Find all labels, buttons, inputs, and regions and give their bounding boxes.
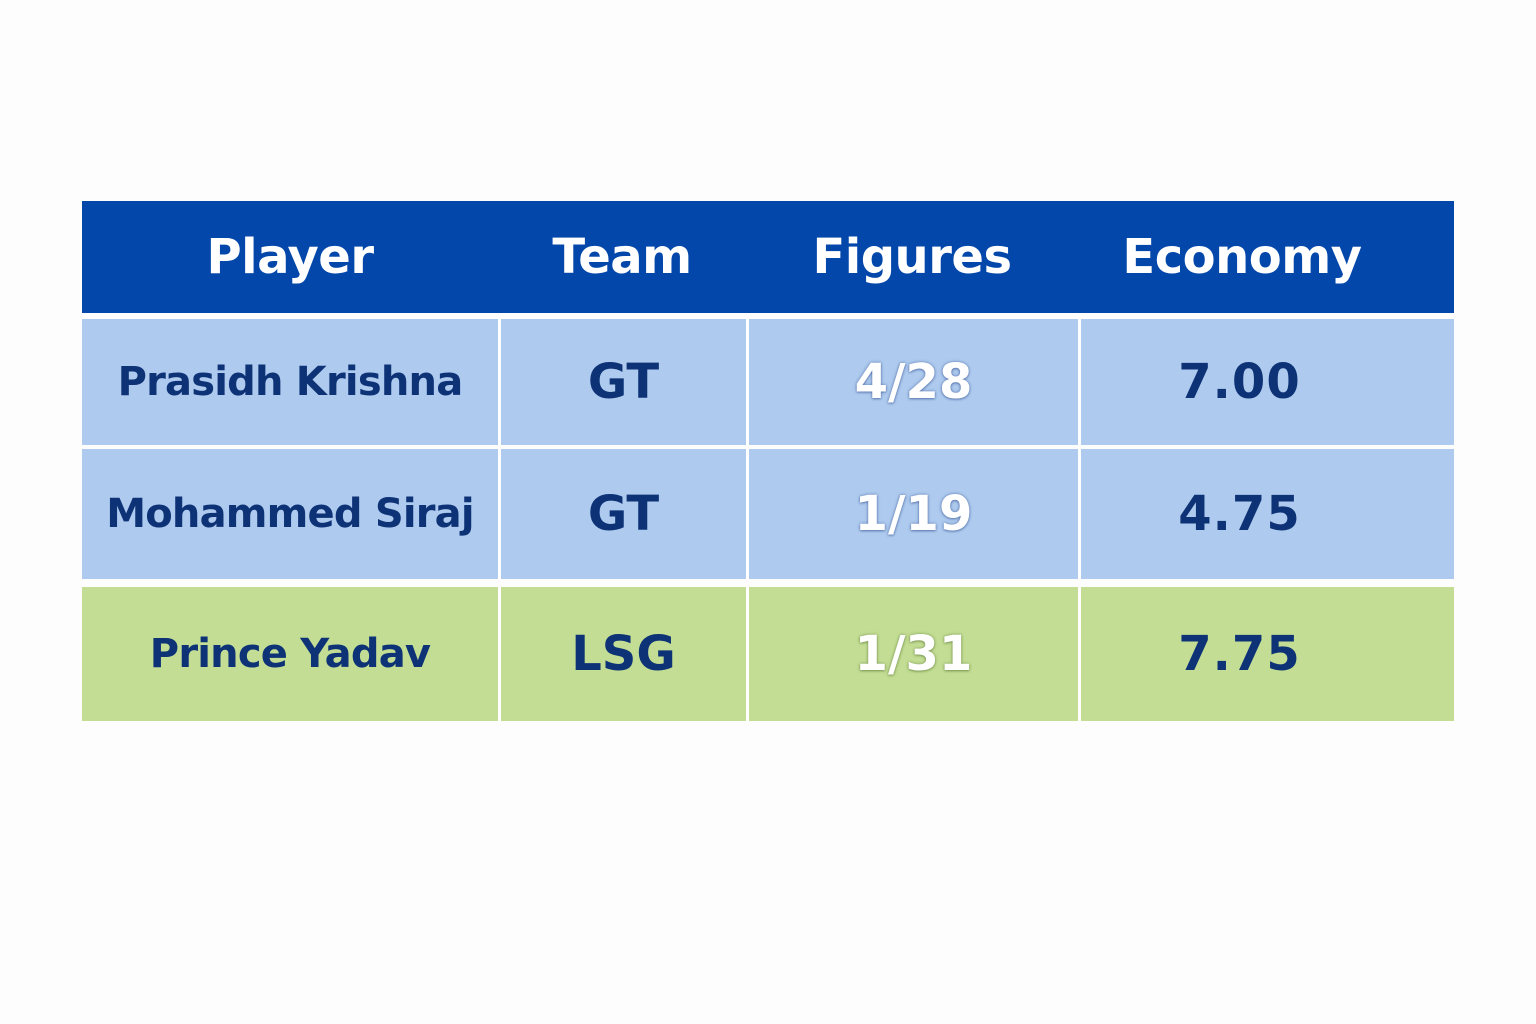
economy-cell: 7.00	[1078, 319, 1454, 445]
header-divider	[82, 313, 1454, 319]
header-player: Player	[206, 229, 374, 285]
team-cell: GT	[498, 449, 746, 579]
header-team: Team	[552, 229, 692, 285]
team-cell: GT	[498, 319, 746, 445]
table-header-row: Player Team Figures Economy	[82, 201, 1454, 313]
table-row: Mohammed Siraj GT 1/19 4.75	[82, 449, 1454, 579]
figures-cell: 1/31	[746, 587, 1078, 721]
header-figures: Figures	[812, 229, 1012, 285]
table-row: Prasidh Krishna GT 4/28 7.00	[82, 319, 1454, 445]
figures-cell: 1/19	[746, 449, 1078, 579]
economy-cell: 4.75	[1078, 449, 1454, 579]
team-cell: LSG	[498, 587, 746, 721]
economy-value: 7.75	[1178, 626, 1301, 682]
player-cell: Prince Yadav	[82, 587, 498, 721]
economy-value: 4.75	[1178, 486, 1301, 542]
figures-cell: 4/28	[746, 319, 1078, 445]
bowling-figures-table: Player Team Figures Economy Prasidh Kris…	[82, 201, 1454, 721]
header-economy-label: Economy	[1122, 229, 1362, 285]
header-economy: Economy	[1078, 229, 1454, 285]
economy-cell: 7.75	[1078, 587, 1454, 721]
player-cell: Mohammed Siraj	[82, 449, 498, 579]
economy-value: 7.00	[1178, 354, 1301, 410]
player-cell: Prasidh Krishna	[82, 319, 498, 445]
table-row-highlighted: Prince Yadav LSG 1/31 7.75	[82, 587, 1454, 721]
